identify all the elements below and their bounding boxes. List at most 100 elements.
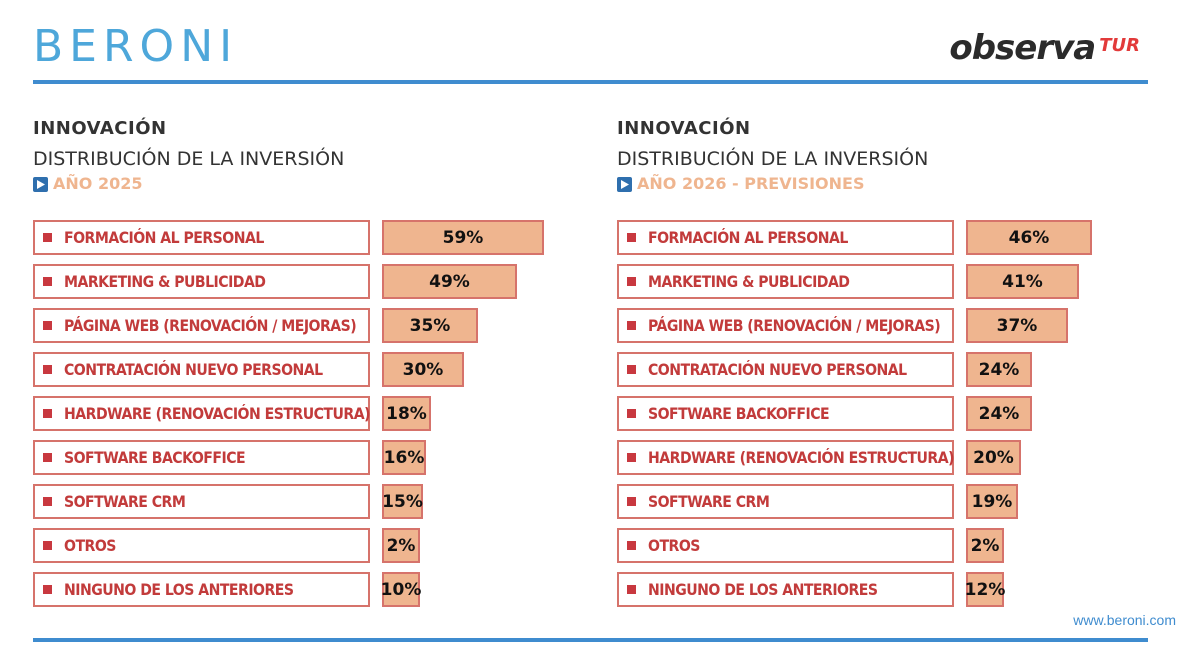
category-label-box: CONTRATACIÓN NUEVO PERSONAL xyxy=(617,352,954,387)
category-label-box: SOFTWARE CRM xyxy=(33,484,370,519)
bar: 2% xyxy=(966,528,1004,563)
chart-period: AÑO 2025 xyxy=(33,173,553,195)
chart-subtitle: DISTRIBUCIÓN DE LA INVERSIÓN xyxy=(33,148,345,170)
bar-value-label: 24% xyxy=(978,403,1020,424)
bar-value-label: 41% xyxy=(1002,271,1043,292)
square-bullet-icon xyxy=(627,585,636,594)
header-divider xyxy=(33,80,1148,84)
bar: 12% xyxy=(965,572,1005,607)
chart-period-label: AÑO 2026 - PREVISIONES xyxy=(637,174,865,193)
bar-value-label: 10% xyxy=(380,579,422,600)
observatur-logo-main: observa xyxy=(949,28,1096,68)
category-label-box: NINGUNO DE LOS ANTERIORES xyxy=(33,572,370,607)
bar-row: FORMACIÓN AL PERSONAL 59% xyxy=(33,220,553,264)
category-label-box: CONTRATACIÓN NUEVO PERSONAL xyxy=(33,352,370,387)
square-bullet-icon xyxy=(43,365,52,374)
bar-list: FORMACIÓN AL PERSONAL 46% MARKETING & PUBL… xyxy=(617,220,1137,616)
category-label: SOFTWARE CRM xyxy=(648,492,770,511)
category-label: HARDWARE (RENOVACIÓN ESTRUCTURA) xyxy=(648,448,955,467)
bar: 24% xyxy=(966,352,1032,387)
bar: 15% xyxy=(382,484,423,519)
bar-row: CONTRATACIÓN NUEVO PERSONAL 24% xyxy=(617,352,1137,396)
category-label-box: SOFTWARE CRM xyxy=(617,484,954,519)
bar-value-label: 37% xyxy=(996,315,1038,336)
bar-row: SOFTWARE CRM 19% xyxy=(617,484,1137,528)
category-label-box: OTROS xyxy=(33,528,370,563)
chart-panel-2026: INNOVACIÓN DISTRIBUCIÓN DE LA INVERSIÓN … xyxy=(617,118,1137,607)
bar: 20% xyxy=(966,440,1021,475)
category-label: NINGUNO DE LOS ANTERIORES xyxy=(648,580,878,599)
bar-value-label: 19% xyxy=(971,491,1013,512)
bar: 30% xyxy=(382,352,464,387)
category-label: SOFTWARE CRM xyxy=(64,492,186,511)
bar-value-label: 16% xyxy=(383,447,425,468)
bar-row: NINGUNO DE LOS ANTERIORES 12% xyxy=(617,572,1137,616)
chart-panel-2025: INNOVACIÓN DISTRIBUCIÓN DE LA INVERSIÓN … xyxy=(33,118,553,607)
observatur-logo-sub: TUR xyxy=(1099,35,1140,56)
bar-value-label: 18% xyxy=(386,403,427,424)
square-bullet-icon xyxy=(43,321,52,330)
bar-row: PÁGINA WEB (RENOVACIÓN / MEJORAS) 35% xyxy=(33,308,553,352)
chart-period-label: AÑO 2025 xyxy=(53,174,143,193)
bar: 49% xyxy=(382,264,517,299)
bar-value-label: 24% xyxy=(978,359,1020,380)
category-label: OTROS xyxy=(64,536,116,555)
bar-value-label: 20% xyxy=(973,447,1014,468)
bar-value-label: 49% xyxy=(429,271,470,292)
chart-title: INNOVACIÓN xyxy=(33,118,167,139)
bar: 37% xyxy=(966,308,1068,343)
square-bullet-icon xyxy=(43,541,52,550)
square-bullet-icon xyxy=(43,453,52,462)
bar-value-label: 46% xyxy=(1008,227,1050,248)
square-bullet-icon xyxy=(627,453,636,462)
category-label: FORMACIÓN AL PERSONAL xyxy=(64,228,264,247)
square-bullet-icon xyxy=(627,497,636,506)
square-bullet-icon xyxy=(627,541,636,550)
category-label-box: PÁGINA WEB (RENOVACIÓN / MEJORAS) xyxy=(33,308,370,343)
bar-row: MARKETING & PUBLICIDAD 41% xyxy=(617,264,1137,308)
square-bullet-icon xyxy=(43,497,52,506)
bar: 2% xyxy=(382,528,420,563)
chart-subtitle: DISTRIBUCIÓN DE LA INVERSIÓN xyxy=(617,148,929,170)
bar: 19% xyxy=(966,484,1018,519)
category-label-box: FORMACIÓN AL PERSONAL xyxy=(617,220,954,255)
square-bullet-icon xyxy=(43,233,52,242)
category-label: PÁGINA WEB (RENOVACIÓN / MEJORAS) xyxy=(648,316,941,335)
category-label: NINGUNO DE LOS ANTERIORES xyxy=(64,580,294,599)
category-label: FORMACIÓN AL PERSONAL xyxy=(648,228,848,247)
category-label-box: MARKETING & PUBLICIDAD xyxy=(617,264,954,299)
category-label: CONTRATACIÓN NUEVO PERSONAL xyxy=(64,360,323,379)
website-link[interactable]: www.beroni.com xyxy=(1073,612,1176,628)
bar-list: FORMACIÓN AL PERSONAL 59% MARKETING & PUBL… xyxy=(33,220,553,616)
bar-value-label: 59% xyxy=(442,227,484,248)
square-bullet-icon xyxy=(627,365,636,374)
bar: 10% xyxy=(380,572,422,607)
category-label-box: SOFTWARE BACKOFFICE xyxy=(617,396,954,431)
play-icon xyxy=(617,176,632,192)
chart-period: AÑO 2026 - PREVISIONES xyxy=(617,173,1137,195)
category-label-box: HARDWARE (RENOVACIÓN ESTRUCTURA) xyxy=(617,440,955,475)
category-label: CONTRATACIÓN NUEVO PERSONAL xyxy=(648,360,907,379)
square-bullet-icon xyxy=(627,321,636,330)
square-bullet-icon xyxy=(627,409,636,418)
category-label: SOFTWARE BACKOFFICE xyxy=(648,404,830,423)
observatur-logo: observa TUR xyxy=(949,26,1140,70)
beroni-logo: BERONI xyxy=(33,21,239,72)
bar-row: OTROS 2% xyxy=(33,528,553,572)
category-label: PÁGINA WEB (RENOVACIÓN / MEJORAS) xyxy=(64,316,357,335)
bar-row: CONTRATACIÓN NUEVO PERSONAL 30% xyxy=(33,352,553,396)
square-bullet-icon xyxy=(43,585,52,594)
square-bullet-icon xyxy=(627,277,636,286)
bar: 35% xyxy=(382,308,478,343)
category-label-box: NINGUNO DE LOS ANTERIORES xyxy=(617,572,954,607)
bar-row: SOFTWARE CRM 15% xyxy=(33,484,553,528)
bar-value-label: 2% xyxy=(386,535,416,556)
category-label: SOFTWARE BACKOFFICE xyxy=(64,448,246,467)
bar-row: MARKETING & PUBLICIDAD 49% xyxy=(33,264,553,308)
category-label-box: HARDWARE (RENOVACIÓN ESTRUCTURA) xyxy=(33,396,371,431)
bar: 16% xyxy=(382,440,426,475)
category-label: MARKETING & PUBLICIDAD xyxy=(648,272,850,291)
category-label-box: OTROS xyxy=(617,528,954,563)
play-icon xyxy=(33,176,48,192)
chart-title: INNOVACIÓN xyxy=(617,118,751,139)
